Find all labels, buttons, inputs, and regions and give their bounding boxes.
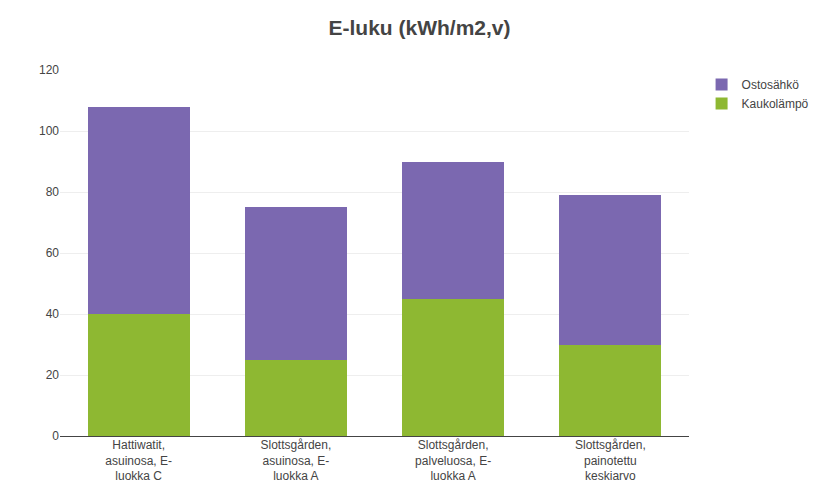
svg-text:Ostosähkö: Ostosähkö xyxy=(742,78,800,92)
svg-text:40: 40 xyxy=(46,307,60,321)
svg-text:100: 100 xyxy=(39,124,59,138)
svg-text:E-luku (kWh/m2,v): E-luku (kWh/m2,v) xyxy=(328,16,510,39)
svg-text:20: 20 xyxy=(46,368,60,382)
svg-text:Slottsgården,asuinosa, E-luokk: Slottsgården,asuinosa, E-luokka A xyxy=(261,438,332,483)
svg-text:120: 120 xyxy=(39,63,59,77)
svg-text:0: 0 xyxy=(52,429,59,443)
svg-text:60: 60 xyxy=(46,246,60,260)
svg-text:Kaukolämpö: Kaukolämpö xyxy=(742,97,809,111)
svg-text:Slottsgården,painotettukeskiar: Slottsgården,painotettukeskiarvo xyxy=(575,438,646,483)
svg-text:80: 80 xyxy=(46,185,60,199)
svg-text:Hattiwatit,asuinosa, E-luokka: Hattiwatit,asuinosa, E-luokka C xyxy=(105,438,172,483)
svg-text:Slottsgården,palveluosa, E-luo: Slottsgården,palveluosa, E-luokka A xyxy=(415,438,491,483)
